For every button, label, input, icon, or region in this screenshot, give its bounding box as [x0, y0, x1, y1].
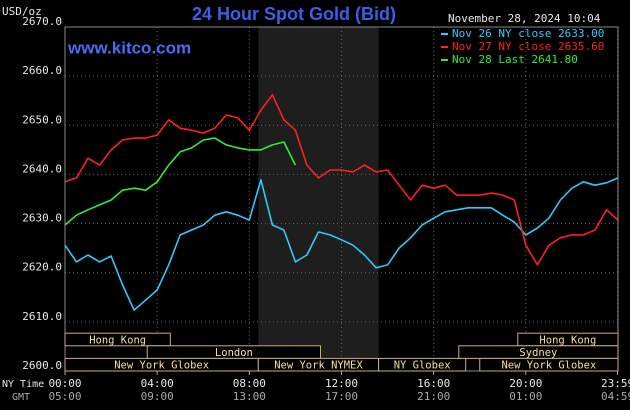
- watermark: www.kitco.com: [67, 38, 191, 57]
- y-tick-label: 2620.0: [22, 261, 62, 274]
- x2-tick-label: 01:00: [509, 390, 542, 403]
- x-axis-label: NY Time: [2, 379, 44, 390]
- session-shade: [258, 27, 379, 359]
- y-tick-label: 2670.0: [22, 15, 62, 28]
- y-tick-label: 2640.0: [22, 162, 62, 175]
- x-tick-label: 04:00: [141, 377, 174, 390]
- x2-tick-label: 13:00: [233, 390, 266, 403]
- x-tick-label: 00:00: [48, 377, 81, 390]
- x-tick-label: 23:59: [601, 377, 630, 390]
- session-label: NY Globex: [394, 360, 451, 372]
- legend-label: Nov 28 Last 2641.80: [452, 53, 578, 66]
- session-box: [479, 357, 619, 372]
- x2-tick-label: 21:00: [417, 390, 450, 403]
- y-axis-label: USD/oz: [2, 5, 42, 18]
- line-layer: [64, 94, 619, 311]
- series-line: [64, 137, 297, 226]
- x-tick-label: 20:00: [509, 377, 542, 390]
- series-line: [64, 94, 619, 266]
- session-label: New York Globex: [114, 360, 209, 372]
- session-box: [378, 357, 467, 372]
- y-tick-label: 2610.0: [22, 310, 62, 323]
- x2-tick-label: 09:00: [141, 390, 174, 403]
- band-layer: [258, 27, 379, 359]
- session-label: Sydney: [519, 347, 557, 359]
- y-tick-label: 2630.0: [22, 212, 62, 225]
- y-tick-label: 2660.0: [22, 64, 62, 77]
- x2-tick-label: 17:00: [325, 390, 358, 403]
- session-label: Hong Kong: [89, 335, 146, 347]
- x2-axis-label: GMT: [12, 392, 30, 403]
- y-tick-label: 2650.0: [22, 113, 62, 126]
- x-tick-label: 16:00: [417, 377, 450, 390]
- legend-label: Nov 26 NY close 2633.00: [452, 27, 604, 40]
- timestamp: November 28, 2024 10:04: [448, 12, 601, 25]
- session-label: Hong Kong: [539, 335, 596, 347]
- series-line: [64, 177, 619, 311]
- x2-tick-label: 05:00: [48, 390, 81, 403]
- chart-title: 24 Hour Spot Gold (Bid): [192, 4, 396, 24]
- x2-tick-label: 04:59: [601, 390, 630, 403]
- session-label: New York Globex: [501, 360, 596, 372]
- session-label: New York NYMEX: [274, 360, 363, 372]
- legend-label: Nov 27 NY close 2635.60: [452, 40, 604, 53]
- x-tick-label: 08:00: [233, 377, 266, 390]
- x-tick-label: 12:00: [325, 377, 358, 390]
- session-label: London: [215, 347, 253, 359]
- y-tick-label: 2600.0: [22, 359, 62, 372]
- session-box: [64, 332, 171, 347]
